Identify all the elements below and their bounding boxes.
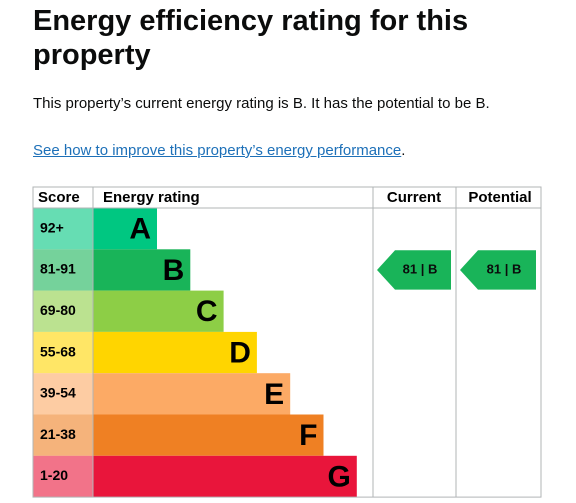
score-cell: [33, 290, 93, 332]
link-suffix: .: [401, 142, 406, 159]
column-header: Energy rating: [103, 189, 200, 206]
potential-arrow: [460, 250, 536, 290]
band-letter: E: [264, 378, 284, 411]
link-line: See how to improve this property’s energ…: [33, 142, 405, 159]
rating-bar: [93, 208, 157, 250]
score-label: 39-54: [40, 385, 76, 401]
band-letter: D: [229, 336, 251, 369]
score-cell: [33, 331, 93, 374]
rating-bar: [93, 290, 224, 332]
score-label: 81-91: [40, 261, 76, 277]
score-cell: [33, 414, 93, 456]
rating-bar: [93, 249, 191, 291]
score-cell: [33, 373, 93, 415]
improve-link[interactable]: See how to improve this property’s energ…: [33, 142, 402, 159]
rating-bar: [93, 331, 257, 374]
column-header: Score: [38, 189, 80, 206]
band-letter: C: [196, 295, 218, 328]
page-title: Energy efficiency rating for this proper…: [33, 5, 469, 71]
column-header: Potential: [468, 189, 531, 206]
potential-label: 81 | B: [487, 261, 522, 276]
table-border: [32, 186, 542, 498]
band-letter: A: [129, 213, 151, 246]
band-letter: B: [163, 254, 185, 287]
rating-bar: [93, 455, 357, 498]
current-label: 81 | B: [403, 261, 438, 276]
band-letter: G: [327, 460, 350, 493]
score-label: 21-38: [40, 426, 76, 442]
score-label: 1-20: [40, 467, 68, 483]
score-cell: [33, 455, 93, 498]
score-label: 92+: [40, 219, 64, 235]
column-header: Current: [387, 189, 441, 206]
score-label: 55-68: [40, 343, 76, 359]
summary: This property’s current energy rating is…: [33, 95, 490, 112]
current-arrow: [377, 250, 451, 290]
score-cell: [33, 249, 93, 291]
rating-bar: [93, 414, 324, 456]
band-letter: F: [299, 419, 317, 452]
rating-bar: [93, 373, 291, 415]
score-cell: [33, 208, 93, 250]
score-label: 69-80: [40, 302, 76, 318]
